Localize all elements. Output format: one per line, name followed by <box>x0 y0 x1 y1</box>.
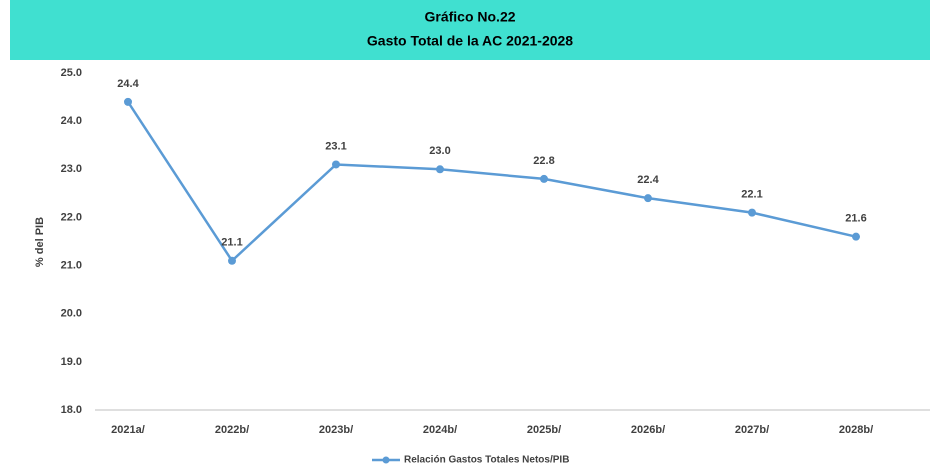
x-tick-label: 2023b/ <box>319 424 353 436</box>
legend-label: Relación Gastos Totales Netos/PIB <box>404 455 569 466</box>
y-axis-label: % del PIB <box>34 217 46 267</box>
data-point <box>124 97 132 106</box>
data-point <box>228 256 236 265</box>
legend-marker <box>382 456 390 464</box>
data-point <box>852 232 860 241</box>
data-label: 21.1 <box>221 237 242 249</box>
y-tick-label: 18.0 <box>61 404 82 416</box>
y-tick-label: 21.0 <box>61 259 82 271</box>
x-tick-label: 2028b/ <box>839 424 873 436</box>
data-label: 23.0 <box>429 145 450 157</box>
y-tick-label: 22.0 <box>61 211 82 223</box>
data-label: 22.8 <box>533 155 554 167</box>
chart-subtitle: Gasto Total de la AC 2021-2028 <box>367 33 573 49</box>
y-tick-label: 19.0 <box>61 356 82 368</box>
y-tick-label: 24.0 <box>61 115 82 127</box>
data-point <box>332 160 340 169</box>
chart-title: Gráfico No.22 <box>424 9 515 25</box>
data-point <box>436 165 444 174</box>
data-label: 21.6 <box>845 213 866 225</box>
y-tick-label: 23.0 <box>61 163 82 175</box>
title-banner <box>10 0 930 60</box>
data-point <box>748 208 756 217</box>
x-tick-label: 2024b/ <box>423 424 457 436</box>
data-label: 22.1 <box>741 189 762 201</box>
data-label: 22.4 <box>637 174 659 186</box>
x-tick-label: 2021a/ <box>111 424 145 436</box>
x-tick-label: 2025b/ <box>527 424 561 436</box>
x-tick-label: 2022b/ <box>215 424 249 436</box>
data-label: 24.4 <box>117 78 139 90</box>
y-tick-label: 25.0 <box>61 67 82 79</box>
x-tick-label: 2027b/ <box>735 424 769 436</box>
x-tick-label: 2026b/ <box>631 424 665 436</box>
y-tick-label: 20.0 <box>61 308 82 320</box>
data-point <box>644 194 652 203</box>
data-label: 23.1 <box>325 140 346 152</box>
series-line <box>126 101 857 263</box>
data-point <box>540 174 548 183</box>
